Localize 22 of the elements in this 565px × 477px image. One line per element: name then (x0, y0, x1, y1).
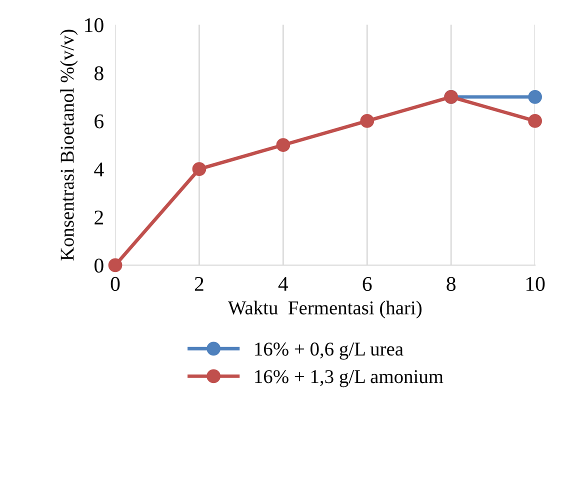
point (192, 162, 206, 176)
y-tick-label: 2 (94, 210, 103, 224)
point (276, 138, 290, 152)
point (108, 258, 122, 272)
x-tick-label: 6 (362, 276, 372, 291)
x-tick-label: 2 (194, 276, 204, 291)
x-tick-label: 10 (526, 276, 545, 291)
legend-label: 16% + 0,6 g/L urea (255, 342, 404, 360)
x-tick-label: 4 (278, 277, 288, 291)
y-tick-label: 8 (94, 66, 104, 80)
point (360, 114, 374, 128)
y-tick-label: 4 (94, 162, 104, 176)
x-tick-label: 0 (110, 276, 120, 291)
y-tick-label: 10 (85, 18, 104, 32)
point (528, 114, 542, 128)
y-tick-label: 6 (94, 114, 104, 128)
point (528, 90, 542, 104)
x-tick-label: 8 (446, 276, 456, 291)
legend-label: 16% + 1,3 g/L amonium (255, 370, 444, 388)
y-axis-title: Konsentrasi Bioetanol %(v/v) (60, 30, 78, 261)
x-axis-title: Waktu Fermentasi (hari) (228, 300, 422, 318)
y-tick-label: 0 (94, 258, 104, 273)
